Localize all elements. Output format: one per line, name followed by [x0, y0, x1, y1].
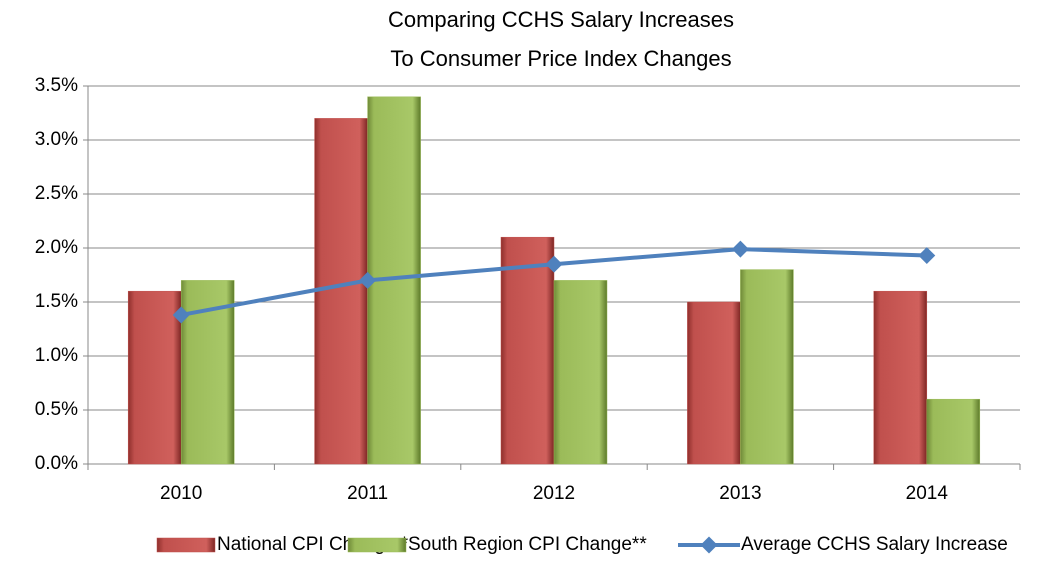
y-tick-label: 1.5%	[35, 291, 78, 312]
legend-label: South Region CPI Change**	[408, 534, 647, 555]
legend-swatch	[156, 537, 216, 553]
marker	[359, 271, 377, 289]
bar	[926, 398, 981, 465]
y-tick-label: 1.0%	[35, 345, 78, 366]
legend-swatch	[347, 537, 407, 553]
chart-title: To Consumer Price Index Changes	[390, 46, 731, 71]
y-tick-label: 2.0%	[35, 237, 78, 258]
legend-marker	[700, 536, 718, 554]
bar	[553, 280, 608, 465]
bar	[314, 118, 368, 465]
y-tick-label: 0.5%	[35, 399, 78, 420]
x-tick-label: 2014	[906, 483, 949, 504]
x-tick-label: 2011	[347, 483, 388, 504]
legend-label: Average CCHS Salary Increase	[741, 534, 1008, 555]
marker	[172, 306, 190, 324]
x-tick-label: 2012	[533, 483, 575, 504]
x-tick-label: 2010	[160, 483, 202, 504]
marker	[545, 255, 563, 273]
x-tick-label: 2013	[719, 483, 761, 504]
bar	[687, 301, 741, 465]
y-tick-label: 3.0%	[35, 129, 78, 150]
bar	[873, 290, 928, 465]
marker	[731, 240, 749, 258]
chart-title: Comparing CCHS Salary Increases	[388, 7, 734, 32]
marker	[918, 247, 936, 265]
bar	[500, 236, 555, 465]
bar	[740, 269, 794, 465]
y-tick-label: 3.5%	[35, 75, 78, 96]
y-tick-label: 2.5%	[35, 183, 78, 204]
y-tick-label: 0.0%	[35, 453, 78, 474]
bar	[127, 290, 182, 465]
